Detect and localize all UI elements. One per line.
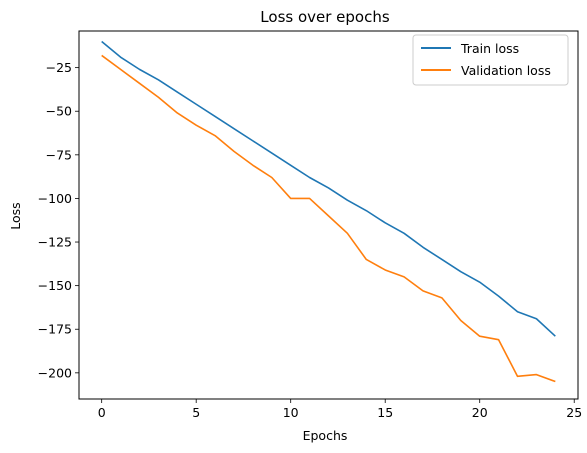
chart-title: Loss over epochs — [260, 8, 390, 26]
y-tick-label: −125 — [38, 235, 72, 250]
plot-frame — [78, 30, 579, 400]
legend: Train loss Validation loss — [412, 34, 569, 86]
x-axis-label: Epochs — [303, 428, 348, 443]
y-axis-ticks: −25 −50 −75 −100 −125 −150 −175 −200 — [38, 60, 79, 380]
y-tick-label: −150 — [38, 278, 72, 293]
y-tick-label: −50 — [46, 104, 72, 119]
x-tick-label: 10 — [283, 405, 299, 420]
y-tick-label: −175 — [38, 322, 72, 337]
y-tick-label: −25 — [46, 60, 72, 75]
y-axis-label: Loss — [8, 202, 23, 229]
x-tick-label: 20 — [472, 405, 488, 420]
x-tick-label: 5 — [192, 405, 200, 420]
legend-label-validation-loss: Validation loss — [461, 63, 551, 78]
x-axis-ticks: 0 5 10 15 20 25 — [98, 399, 582, 420]
y-tick-label: −75 — [46, 147, 72, 162]
y-tick-label: −100 — [38, 191, 72, 206]
y-tick-label: −200 — [38, 365, 72, 380]
plot-lines — [101, 40, 556, 383]
legend-label-train-loss: Train loss — [460, 41, 519, 56]
x-tick-label: 0 — [98, 405, 106, 420]
x-tick-label: 15 — [377, 405, 393, 420]
legend-box — [412, 34, 569, 86]
series-line-validation-loss — [101, 54, 556, 383]
series-line-train-loss — [101, 40, 556, 337]
x-tick-label: 25 — [566, 405, 582, 420]
